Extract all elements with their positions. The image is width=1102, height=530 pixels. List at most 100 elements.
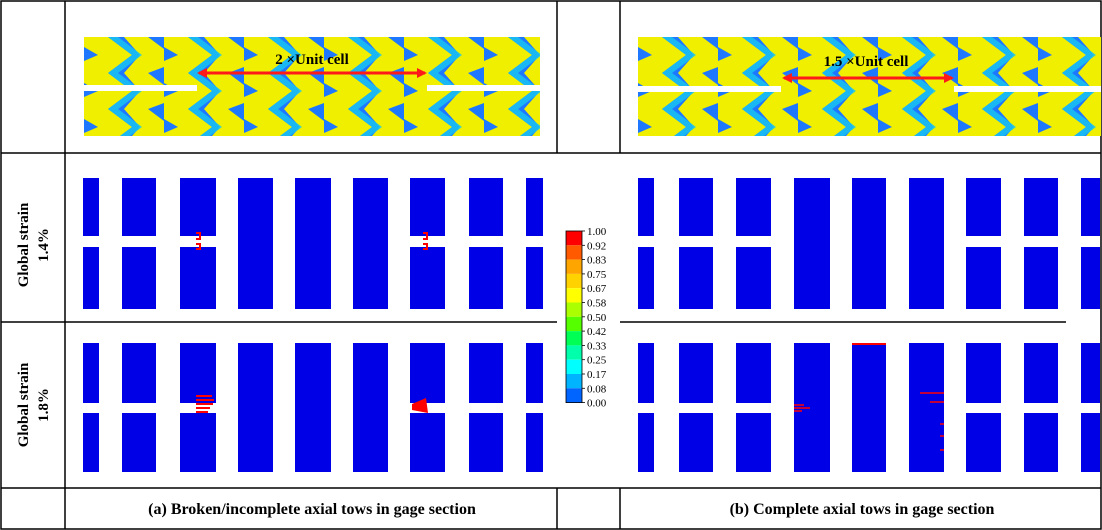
- legend-swatch: [566, 359, 582, 374]
- legend-swatch: [566, 345, 582, 360]
- legend-swatch: [566, 273, 582, 289]
- row-label-2-line2: 1.8%: [36, 388, 52, 422]
- legend-label: 0.00: [587, 398, 607, 410]
- tow: [410, 178, 445, 236]
- tows-left-row1: [83, 178, 543, 309]
- notch-right-b: [954, 86, 1101, 92]
- legend-label: 0.92: [587, 240, 606, 252]
- tow: [679, 247, 713, 309]
- tow: [122, 247, 156, 309]
- tow: [410, 343, 445, 403]
- tow: [295, 178, 331, 309]
- row-label-1-line2: 1.4%: [36, 228, 52, 262]
- legend-label: 0.83: [587, 255, 607, 267]
- row-label-2: Global strain 1.8%: [16, 362, 52, 447]
- tow: [353, 343, 388, 472]
- tow: [852, 178, 886, 309]
- tow: [1081, 413, 1100, 472]
- tow: [180, 413, 216, 472]
- tow: [180, 343, 216, 403]
- tow: [469, 343, 503, 403]
- legend-label: 0.33: [587, 340, 607, 352]
- tow: [679, 178, 713, 236]
- tow: [83, 178, 99, 236]
- tow: [469, 178, 503, 236]
- tow: [295, 343, 331, 472]
- tows-left-row2: [83, 343, 543, 472]
- row-label-2-line1: Global strain: [16, 362, 32, 447]
- tow: [966, 247, 1001, 309]
- tow: [909, 178, 944, 309]
- tow: [736, 178, 771, 236]
- tow: [526, 247, 543, 309]
- tow: [122, 343, 156, 403]
- tow: [736, 343, 771, 403]
- legend-label: 0.50: [587, 312, 607, 324]
- weave-panel-right: 1.5 ×Unit cell: [638, 37, 1101, 136]
- damage-mark: [196, 395, 214, 413]
- tow: [1081, 247, 1100, 309]
- tow: [238, 343, 273, 472]
- tow: [852, 343, 886, 472]
- tow: [909, 343, 944, 472]
- tow: [794, 178, 830, 309]
- legend-swatch: [566, 388, 582, 403]
- tow: [1081, 343, 1100, 403]
- legend-swatch: [566, 259, 582, 274]
- damage-mark: [423, 232, 428, 250]
- damage-mark: [920, 392, 944, 451]
- caption-left: (a) Broken/incomplete axial tows in gage…: [148, 501, 476, 518]
- notch-gap: [180, 236, 198, 247]
- tow: [679, 343, 713, 403]
- legend-swatch: [566, 288, 582, 303]
- tow: [410, 413, 445, 472]
- legend-label: 0.25: [587, 355, 607, 367]
- legend-swatch: [566, 374, 582, 389]
- legend-swatch: [566, 331, 582, 346]
- tow: [526, 178, 543, 236]
- notch-left-a: [84, 85, 197, 91]
- legend-label: 0.75: [587, 269, 607, 281]
- legend-swatch: [566, 302, 582, 317]
- tow: [353, 178, 388, 309]
- tow: [526, 413, 543, 472]
- legend-swatch: [566, 245, 582, 260]
- tow: [180, 247, 216, 309]
- caption-right: (b) Complete axial tows in gage section: [730, 501, 995, 518]
- tows-right-row2: [638, 343, 1100, 472]
- unit-cell-label-right: 1.5 ×Unit cell: [824, 54, 909, 70]
- tow: [1081, 178, 1100, 236]
- tow: [679, 413, 713, 472]
- notch-gap: [427, 236, 445, 247]
- tow: [966, 178, 1001, 236]
- tow: [638, 247, 654, 309]
- tow: [122, 178, 156, 236]
- tow: [83, 343, 99, 403]
- legend-label: 0.58: [587, 298, 607, 310]
- legend-swatch: [566, 316, 582, 332]
- tow: [83, 247, 99, 309]
- damage-mark: [196, 232, 201, 250]
- tow: [180, 178, 216, 236]
- damage-mark: [412, 398, 428, 413]
- tow: [1024, 247, 1058, 309]
- tow: [238, 178, 273, 309]
- tow: [469, 413, 503, 472]
- unit-cell-label-left: 2 ×Unit cell: [275, 52, 349, 68]
- tow: [1024, 413, 1058, 472]
- legend-label: 0.08: [587, 383, 607, 395]
- tow: [638, 178, 654, 236]
- color-legend: 1.00 0.92 0.83 0.75 0.67 0.58 0.50 0.42 0.33 0.25…: [565, 226, 607, 410]
- legend-label: 0.17: [587, 369, 607, 381]
- tow: [83, 413, 99, 472]
- damage-mark: [794, 404, 810, 412]
- row-label-1: Global strain 1.4%: [16, 202, 52, 287]
- notch-right-a: [638, 86, 781, 92]
- tow: [1024, 343, 1058, 403]
- tow: [736, 247, 771, 309]
- tow: [966, 343, 1001, 403]
- tow: [638, 413, 654, 472]
- tow: [122, 413, 156, 472]
- weave-panel-left: 2 ×Unit cell: [84, 37, 540, 136]
